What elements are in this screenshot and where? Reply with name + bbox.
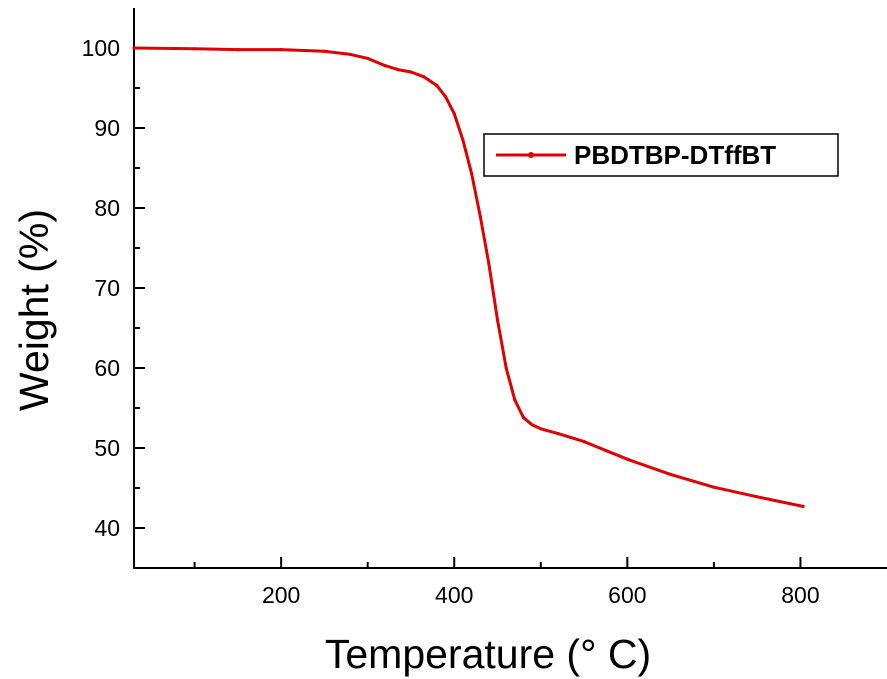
x-tick-label: 800 — [781, 582, 819, 608]
y-tick-label: 60 — [94, 355, 120, 381]
data-point — [409, 70, 413, 74]
data-point — [132, 46, 136, 50]
data-point — [452, 112, 456, 116]
tick-labels: 200 400 600 800 40 50 60 70 80 90 100 — [82, 35, 820, 608]
data-point — [669, 472, 673, 476]
y-tick-label: 70 — [94, 275, 120, 301]
data-point — [712, 485, 716, 489]
data-point — [461, 138, 465, 142]
data-point — [478, 214, 482, 218]
data-point — [469, 172, 474, 176]
axes — [133, 8, 887, 569]
y-tick-label: 90 — [94, 115, 120, 141]
y-tick-label: 50 — [94, 435, 120, 461]
data-point — [495, 318, 500, 322]
data-point — [625, 457, 629, 461]
data-point — [582, 440, 586, 444]
data-point — [530, 423, 534, 427]
x-tick-label: 400 — [435, 582, 473, 608]
x-tick-label: 600 — [608, 582, 646, 608]
data-point — [435, 84, 439, 88]
data-point — [556, 432, 560, 436]
legend-label: PBDTBP-DTffBT — [574, 140, 776, 170]
data-point — [487, 262, 491, 266]
data-point — [539, 427, 543, 431]
data-point — [236, 48, 240, 52]
data-point — [504, 366, 508, 370]
data-point — [322, 49, 327, 53]
data-point — [383, 64, 387, 68]
y-axis-title: Weight (%) — [11, 209, 57, 411]
y-tick-label: 80 — [94, 195, 120, 221]
y-tick-label: 40 — [94, 515, 120, 541]
series-layer — [132, 46, 805, 508]
data-point — [192, 47, 197, 51]
series-line — [132, 46, 805, 508]
ticks — [134, 47, 802, 568]
data-point — [443, 95, 448, 99]
data-point — [348, 52, 352, 57]
x-tick-label: 200 — [262, 582, 300, 608]
data-point — [801, 504, 805, 508]
legend-marker — [528, 152, 534, 158]
data-point — [366, 56, 370, 61]
data-point — [755, 495, 759, 499]
data-point — [279, 48, 283, 52]
y-tick-label: 100 — [82, 35, 120, 61]
data-point — [422, 75, 426, 79]
data-point — [396, 68, 400, 72]
data-point — [521, 416, 526, 420]
x-axis-title: Temperature (° C) — [325, 631, 651, 677]
data-point — [513, 398, 517, 402]
legend: PBDTBP-DTffBT — [483, 133, 839, 177]
